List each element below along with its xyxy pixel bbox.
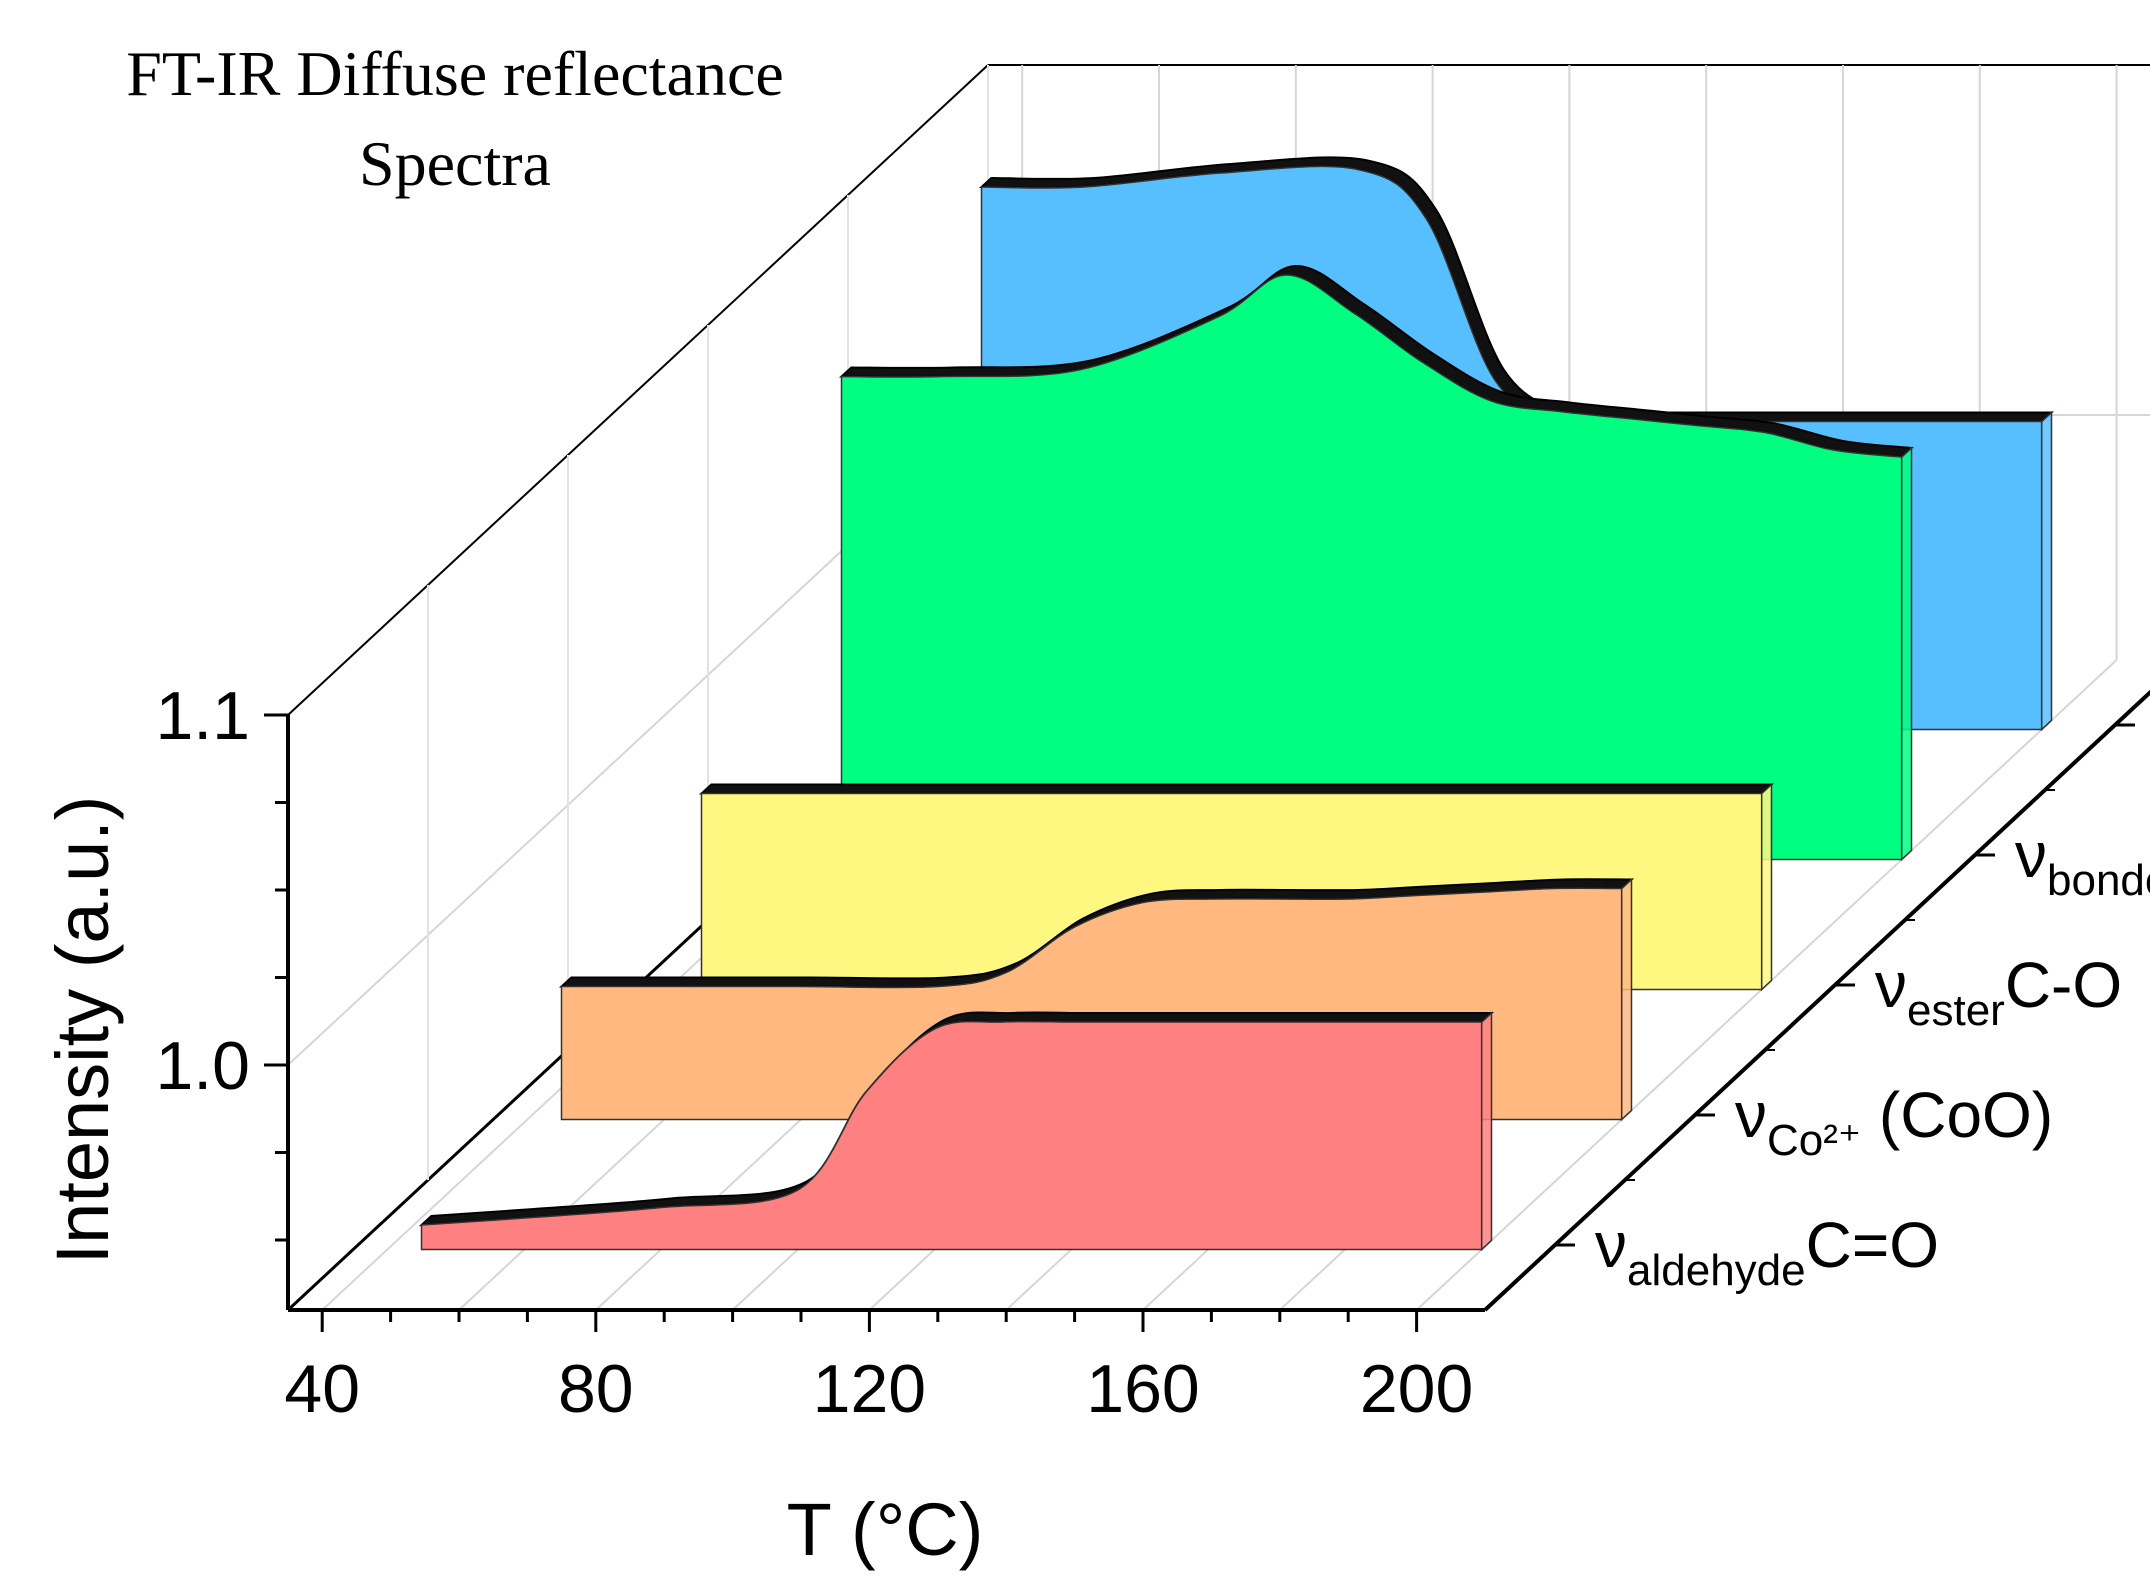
- series-label: νCo²⁺ (CoO): [1735, 1079, 2053, 1165]
- x-tick-label: 120: [813, 1351, 926, 1427]
- wall-top-left-edge: [287, 64, 989, 716]
- series-aldehyde-c-o: [418, 1011, 1495, 1252]
- series-end-cap: [1760, 782, 1773, 992]
- y-tick-label: 1.1: [155, 678, 250, 754]
- chart-ribbons: [418, 156, 2055, 1252]
- series-label: νaldehydeC=O: [1595, 1209, 1939, 1295]
- series-area: [420, 1020, 1483, 1251]
- series-end-cap: [1620, 877, 1633, 1122]
- series-end-cap: [2040, 410, 2053, 732]
- series-bonded-oh: [838, 264, 1914, 862]
- series-end-cap: [1480, 1011, 1493, 1252]
- x-tick-label: 80: [558, 1351, 634, 1427]
- y-tick-label: 1.0: [155, 1028, 250, 1104]
- series-end-cap: [1900, 446, 1913, 862]
- chart-title-line-2: Spectra: [359, 128, 551, 199]
- chart-title-line-1: FT-IR Diffuse reflectance: [126, 38, 784, 109]
- x-tick-label: 40: [284, 1351, 360, 1427]
- series-area: [840, 274, 1903, 861]
- chart-axes: 40 80 120 160 200 1.0 1.1: [155, 678, 2150, 1427]
- series-label: νbondedOH: [2015, 819, 2150, 905]
- series-label: νesterC-O: [1875, 949, 2122, 1035]
- y-axis-label: Intensity (a.u.): [41, 796, 124, 1265]
- chart-labels: FT-IR Diffuse reflectance Spectra T (°C)…: [41, 38, 2150, 1571]
- x-axis-label: T (°C): [787, 1488, 984, 1571]
- x-tick-label: 160: [1086, 1351, 1199, 1427]
- x-tick-label: 200: [1360, 1351, 1473, 1427]
- series-ribbon-top: [698, 783, 1775, 795]
